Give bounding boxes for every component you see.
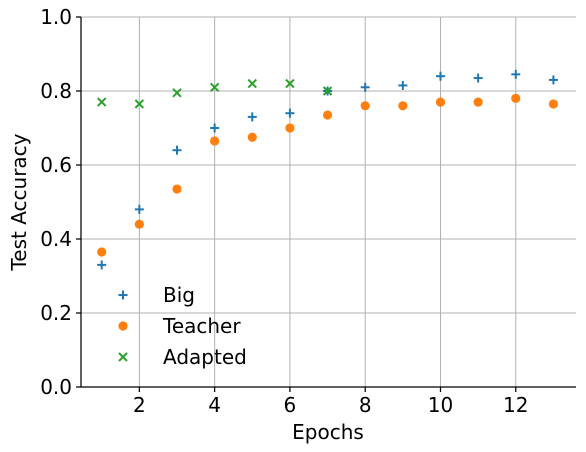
big-point: [247, 112, 257, 122]
legend: Big Teacher Adapted: [118, 283, 247, 369]
x-tick-label: 10: [428, 393, 453, 417]
big-point: [97, 260, 107, 270]
legend-marker-big: [118, 290, 128, 300]
y-tick-label: 0.4: [40, 227, 72, 251]
teacher-point: [322, 110, 333, 120]
legend-marker-adapted: [118, 352, 128, 362]
big-point: [172, 145, 182, 155]
data-points: [96, 69, 559, 270]
big-point: [511, 69, 521, 79]
teacher-point: [285, 123, 295, 133]
adapted-point: [172, 88, 182, 98]
x-stroke: [285, 78, 295, 89]
y-tick-label: 1.0: [40, 5, 72, 29]
grid: [81, 16, 576, 388]
legend-marker-teacher: [118, 321, 128, 331]
big-point: [548, 75, 558, 85]
legend-label-big: Big: [163, 283, 195, 307]
x-stroke: [322, 86, 333, 96]
series-big: [97, 69, 558, 270]
adapted-point: [96, 97, 107, 107]
big-point: [398, 80, 408, 90]
series-teacher: [97, 93, 559, 257]
adapted-point: [209, 82, 220, 93]
teacher-point: [247, 132, 257, 142]
teacher-point: [398, 101, 408, 111]
y-tick-label: 0.6: [40, 153, 72, 177]
y-tick-label: 0.8: [40, 79, 72, 103]
x-tick-label: 8: [359, 393, 372, 417]
legend-label-adapted: Adapted: [163, 345, 247, 369]
x-stroke: [134, 99, 145, 109]
adapted-point: [134, 99, 145, 109]
y-axis-label: Test Accuracy: [7, 133, 31, 271]
teacher-point: [473, 97, 483, 107]
x-tick-label: 12: [503, 393, 528, 417]
ticks: 2 4 6 8 10 12 0.0 0.2 0.4 0.6 0.8 1.0: [40, 5, 528, 417]
y-tick-label: 0.0: [40, 375, 72, 399]
teacher-point: [97, 247, 107, 257]
teacher-point: [360, 101, 370, 111]
y-tick-label: 0.2: [40, 301, 72, 325]
x-tick-label: 6: [284, 393, 297, 417]
big-point: [360, 82, 370, 92]
axes-spines: [80, 17, 576, 388]
x-stroke: [247, 78, 257, 89]
series-adapted: [96, 78, 333, 109]
x-tick-label: 4: [208, 393, 221, 417]
big-point: [134, 204, 144, 214]
big-point: [473, 73, 483, 83]
adapted-point: [285, 78, 295, 89]
teacher-point: [435, 97, 446, 107]
big-point: [435, 71, 445, 81]
teacher-point: [134, 219, 144, 229]
x-tick-label: 2: [133, 393, 146, 417]
teacher-point: [548, 99, 559, 109]
big-point: [285, 108, 295, 118]
adapted-point: [247, 78, 257, 89]
adapted-point: [322, 86, 333, 96]
x-stroke: [172, 88, 182, 98]
teacher-point: [210, 136, 220, 146]
x-stroke: [118, 352, 128, 362]
x-axis-label: Epochs: [292, 420, 364, 444]
teacher-point: [172, 184, 182, 194]
teacher-point: [511, 93, 521, 103]
x-stroke: [96, 97, 107, 107]
big-point: [210, 123, 220, 133]
x-stroke: [209, 82, 220, 93]
legend-label-teacher: Teacher: [162, 314, 241, 338]
